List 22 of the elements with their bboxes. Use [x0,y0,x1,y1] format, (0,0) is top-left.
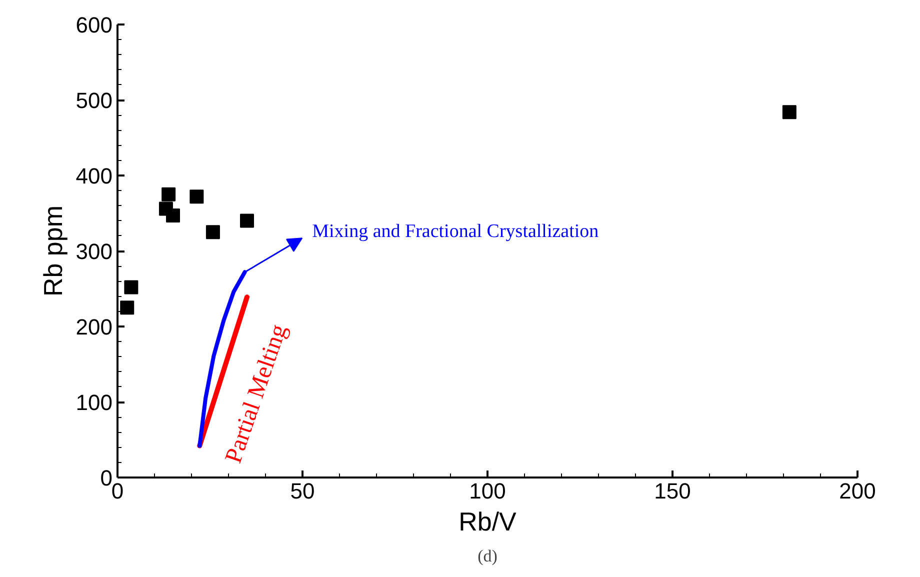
point [162,187,176,202]
legend-label: Mixing and Fractional Crystallization [312,221,600,242]
y-tick-label: 400 [76,164,113,188]
y-tick-label: 500 [76,88,113,113]
x-tick-label: 100 [469,478,506,504]
y-tick-label: 200 [76,314,113,340]
point [124,280,138,294]
x-tick-label: 150 [654,478,691,504]
y-tick-label: 300 [76,239,113,264]
x-tick-label: 50 [290,478,315,504]
text: (d) [478,546,498,566]
point [240,214,254,228]
y-tick-label: 600 [76,12,113,38]
x-tick-label: 200 [839,478,876,504]
point [120,300,134,315]
x-axis-title: Rb/V [458,506,518,536]
y-axis-title: Rb ppm [38,205,68,297]
y-tick-label: 100 [76,390,113,415]
point [190,190,204,204]
point [782,105,796,120]
point [206,225,220,240]
point [166,208,180,223]
